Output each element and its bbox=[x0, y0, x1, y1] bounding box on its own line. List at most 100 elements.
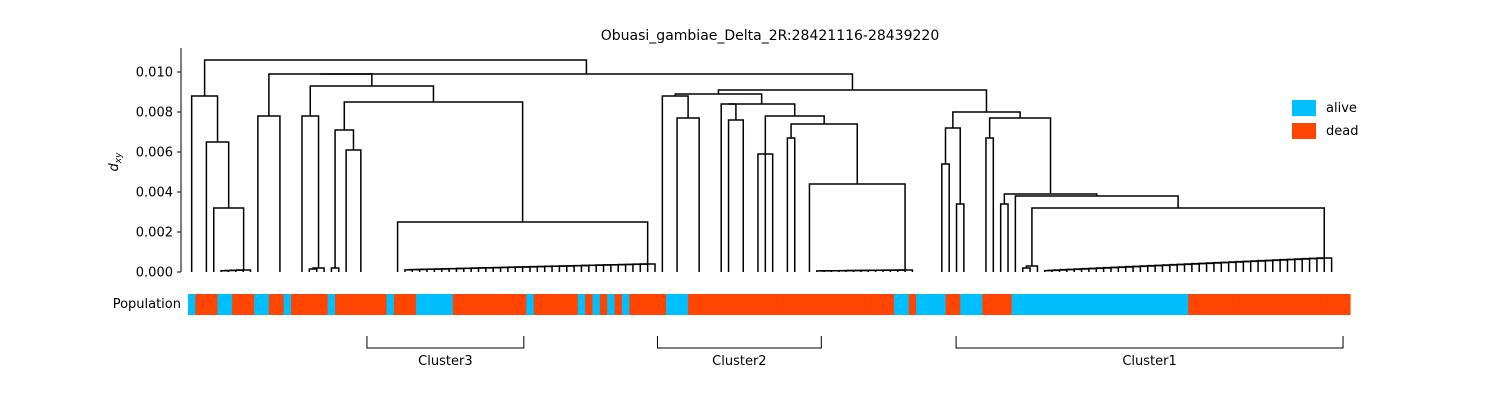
population-cell-dead bbox=[511, 294, 520, 315]
population-cell-alive bbox=[894, 294, 902, 315]
dendrogram-link bbox=[320, 73, 854, 90]
dendrogram-link bbox=[764, 115, 825, 138]
population-cell-alive bbox=[923, 294, 932, 315]
population-cell-alive bbox=[1085, 294, 1094, 315]
dendrogram-tree bbox=[190, 59, 1333, 272]
population-cell-alive bbox=[592, 294, 601, 315]
population-cell-dead bbox=[1335, 294, 1344, 315]
dendrogram-link bbox=[985, 137, 995, 272]
population-cell-dead bbox=[717, 294, 726, 315]
population-cell-dead bbox=[533, 294, 542, 315]
population-cell-dead bbox=[636, 294, 645, 315]
population-cell-dead bbox=[379, 294, 388, 315]
dendrogram-link bbox=[1279, 258, 1296, 272]
population-cell-dead bbox=[879, 294, 888, 315]
dendrogram-link bbox=[988, 117, 1052, 194]
population-cell-dead bbox=[401, 294, 410, 315]
population-cell-alive bbox=[188, 294, 196, 315]
population-cell-dead bbox=[732, 294, 741, 315]
population-cell-dead bbox=[408, 294, 417, 315]
population-cell-alive bbox=[283, 294, 292, 315]
population-cell-dead bbox=[1188, 294, 1197, 315]
population-cell-dead bbox=[313, 294, 321, 315]
cluster-bracket bbox=[955, 336, 1344, 349]
population-cell-alive bbox=[415, 294, 424, 315]
dendrogram-link bbox=[566, 265, 583, 272]
population-cell-alive bbox=[386, 294, 395, 315]
legend-label-dead: dead bbox=[1326, 124, 1358, 139]
population-cell-dead bbox=[320, 294, 329, 315]
population-cell-dead bbox=[342, 294, 351, 315]
population-cell-alive bbox=[930, 294, 939, 315]
population-cell-dead bbox=[769, 294, 777, 315]
population-cell-dead bbox=[202, 294, 211, 315]
population-cell-dead bbox=[643, 294, 652, 315]
dendrogram-link bbox=[301, 115, 320, 272]
population-cell-dead bbox=[857, 294, 866, 315]
population-cell-dead bbox=[658, 294, 667, 315]
dendrogram-link bbox=[999, 203, 1009, 272]
dendrogram-link bbox=[1124, 265, 1142, 272]
population-cell-dead bbox=[1210, 294, 1219, 315]
population-cell-alive bbox=[1114, 294, 1123, 315]
legend-swatch-dead bbox=[1292, 123, 1316, 139]
population-cell-dead bbox=[1269, 294, 1278, 315]
population-cell-dead bbox=[1202, 294, 1211, 315]
population-cell-alive bbox=[1092, 294, 1101, 315]
population-cell-dead bbox=[776, 294, 785, 315]
population-cell-dead bbox=[835, 294, 844, 315]
population-cell-dead bbox=[842, 294, 851, 315]
population-cell-dead bbox=[614, 294, 623, 315]
population-cell-alive bbox=[1144, 294, 1153, 315]
dendrogram-link bbox=[624, 263, 642, 272]
population-cell-alive bbox=[1107, 294, 1116, 315]
population-cell-dead bbox=[335, 294, 344, 315]
cluster-bracket bbox=[656, 336, 822, 349]
population-cell-alive bbox=[621, 294, 630, 315]
population-cell-dead bbox=[651, 294, 660, 315]
population-cell-dead bbox=[695, 294, 704, 315]
dendrogram-link bbox=[536, 265, 553, 272]
population-cell-alive bbox=[1099, 294, 1108, 315]
population-cell-dead bbox=[489, 294, 498, 315]
population-cell-dead bbox=[210, 294, 219, 315]
dendrogram-link bbox=[860, 269, 877, 272]
dendrogram-link bbox=[676, 117, 700, 272]
population-cell-dead bbox=[364, 294, 373, 315]
population-cell-dead bbox=[827, 294, 836, 315]
dendrogram-link bbox=[312, 267, 325, 272]
population-cell-dead bbox=[195, 294, 204, 315]
population-cell-dead bbox=[820, 294, 829, 315]
dendrogram-link bbox=[1031, 207, 1326, 266]
population-cell-dead bbox=[232, 294, 241, 315]
legend-label-alive: alive bbox=[1326, 101, 1357, 116]
dendrogram-link bbox=[485, 266, 502, 272]
population-cell-dead bbox=[349, 294, 358, 315]
cluster-brackets: Cluster3 Cluster2 Cluster1 bbox=[366, 336, 1344, 369]
population-cell-dead bbox=[1327, 294, 1336, 315]
population-cell-alive bbox=[1180, 294, 1189, 315]
dendrogram-link bbox=[944, 127, 961, 204]
population-cell-alive bbox=[1136, 294, 1145, 315]
cluster-label: Cluster2 bbox=[712, 354, 766, 369]
population-cell-dead bbox=[805, 294, 814, 315]
population-cell-dead bbox=[864, 294, 873, 315]
dendrogram-link bbox=[212, 207, 245, 272]
population-cell-dead bbox=[268, 294, 277, 315]
dendrogram-link bbox=[1021, 267, 1031, 272]
population-cell-dead bbox=[945, 294, 954, 315]
population-label: Population bbox=[113, 297, 181, 312]
population-cell-alive bbox=[901, 294, 910, 315]
y-tick-label: 0.010 bbox=[136, 66, 173, 81]
population-cell-dead bbox=[357, 294, 366, 315]
population-cell-dead bbox=[1276, 294, 1285, 315]
population-cell-alive bbox=[577, 294, 586, 315]
population-cell-alive bbox=[438, 294, 447, 315]
dendrogram-link bbox=[808, 183, 906, 272]
dendrogram-link bbox=[720, 103, 737, 272]
population-cell-alive bbox=[680, 294, 689, 315]
population-cell-dead bbox=[1195, 294, 1204, 315]
population-cell-alive bbox=[960, 294, 969, 315]
population-cell-dead bbox=[982, 294, 991, 315]
population-cell-dead bbox=[1254, 294, 1263, 315]
